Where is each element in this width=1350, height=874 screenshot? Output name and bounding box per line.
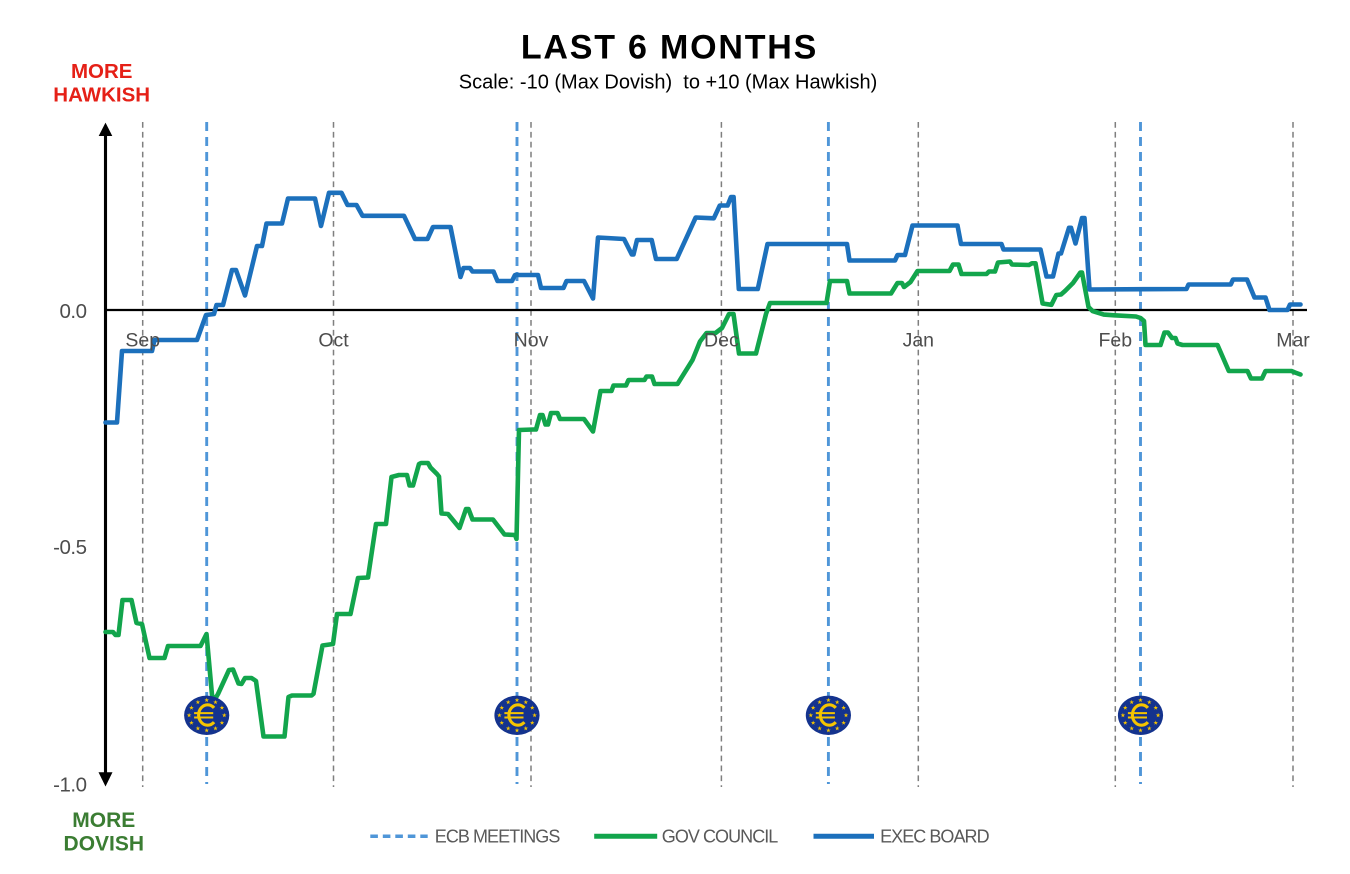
svg-text:Jan: Jan (903, 330, 934, 352)
svg-text:EXEC BOARD: EXEC BOARD (880, 826, 989, 846)
svg-text:-0.5: -0.5 (53, 536, 86, 559)
svg-text:-1.0: -1.0 (53, 774, 86, 797)
svg-text:ECB MEETINGS: ECB MEETINGS (435, 826, 561, 846)
svg-text:GOV COUNCIL: GOV COUNCIL (662, 826, 779, 846)
svg-text:HAWKISH: HAWKISH (53, 84, 150, 107)
svg-text:0.0: 0.0 (60, 300, 87, 323)
svg-text:Sep: Sep (125, 330, 160, 352)
svg-text:DOVISH: DOVISH (64, 832, 145, 855)
svg-text:Oct: Oct (318, 330, 349, 352)
svg-text:LAST 6 MONTHS: LAST 6 MONTHS (521, 29, 818, 67)
svg-text:Feb: Feb (1098, 330, 1132, 352)
svg-text:Dec: Dec (704, 330, 739, 352)
svg-text:Scale: -10 (Max Dovish) to +1: Scale: -10 (Max Dovish) to +10 (Max Hawk… (459, 71, 877, 93)
svg-text:Mar: Mar (1276, 330, 1310, 352)
svg-text:MORE: MORE (71, 60, 133, 83)
svg-text:MORE: MORE (72, 809, 135, 832)
svg-text:Nov: Nov (514, 330, 549, 352)
